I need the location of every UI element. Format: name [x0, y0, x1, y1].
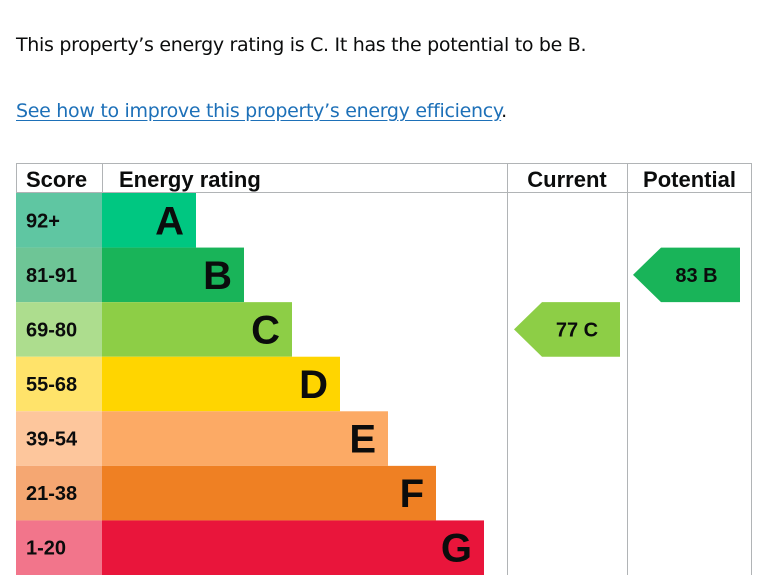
rating-bar-F	[102, 465, 436, 521]
rating-letter-F: F	[400, 472, 424, 516]
energy-rating-summary: This property’s energy rating is C. It h…	[16, 34, 587, 56]
score-range-E: 39-54	[26, 429, 78, 451]
rating-bar-C	[102, 302, 292, 357]
score-cell-G	[16, 520, 102, 575]
link-suffix: .	[501, 100, 507, 122]
rating-letter-E: E	[349, 418, 376, 462]
rating-letter-G: G	[441, 527, 472, 571]
rating-letter-B: B	[203, 254, 232, 298]
current-rating-label: 77 C	[556, 319, 598, 341]
header-potential: Potential	[643, 167, 736, 192]
score-cell-E	[16, 411, 102, 466]
score-cell-C	[16, 302, 102, 357]
rating-bar-D	[102, 356, 340, 412]
rating-letter-C: C	[251, 308, 280, 352]
rating-letter-D: D	[299, 363, 328, 407]
score-cell-D	[16, 356, 102, 412]
score-range-C: 69-80	[26, 319, 77, 341]
rating-bar-B	[102, 247, 244, 303]
score-range-D: 55-68	[26, 374, 77, 396]
score-range-B: 81-91	[26, 265, 77, 287]
current-arrow	[514, 302, 620, 357]
rating-bar-E	[102, 411, 388, 466]
rating-letter-A: A	[155, 199, 184, 243]
rating-bar-G	[102, 520, 484, 575]
header-current: Current	[527, 167, 607, 192]
rating-bar-A	[102, 193, 196, 248]
improve-efficiency-link[interactable]: See how to improve this property’s energ…	[16, 100, 502, 122]
potential-rating-label: 83 B	[675, 265, 717, 287]
score-range-F: 21-38	[26, 483, 77, 505]
header-score: Score	[26, 167, 87, 192]
header-energy-rating: Energy rating	[119, 167, 261, 192]
score-range-A: 92+	[26, 210, 60, 232]
potential-arrow	[633, 247, 740, 303]
score-cell-B	[16, 247, 102, 303]
score-range-G: 1-20	[26, 538, 66, 560]
score-cell-F	[16, 465, 102, 521]
improve-efficiency-paragraph: See how to improve this property’s energ…	[16, 100, 507, 122]
score-cell-A	[16, 193, 102, 248]
